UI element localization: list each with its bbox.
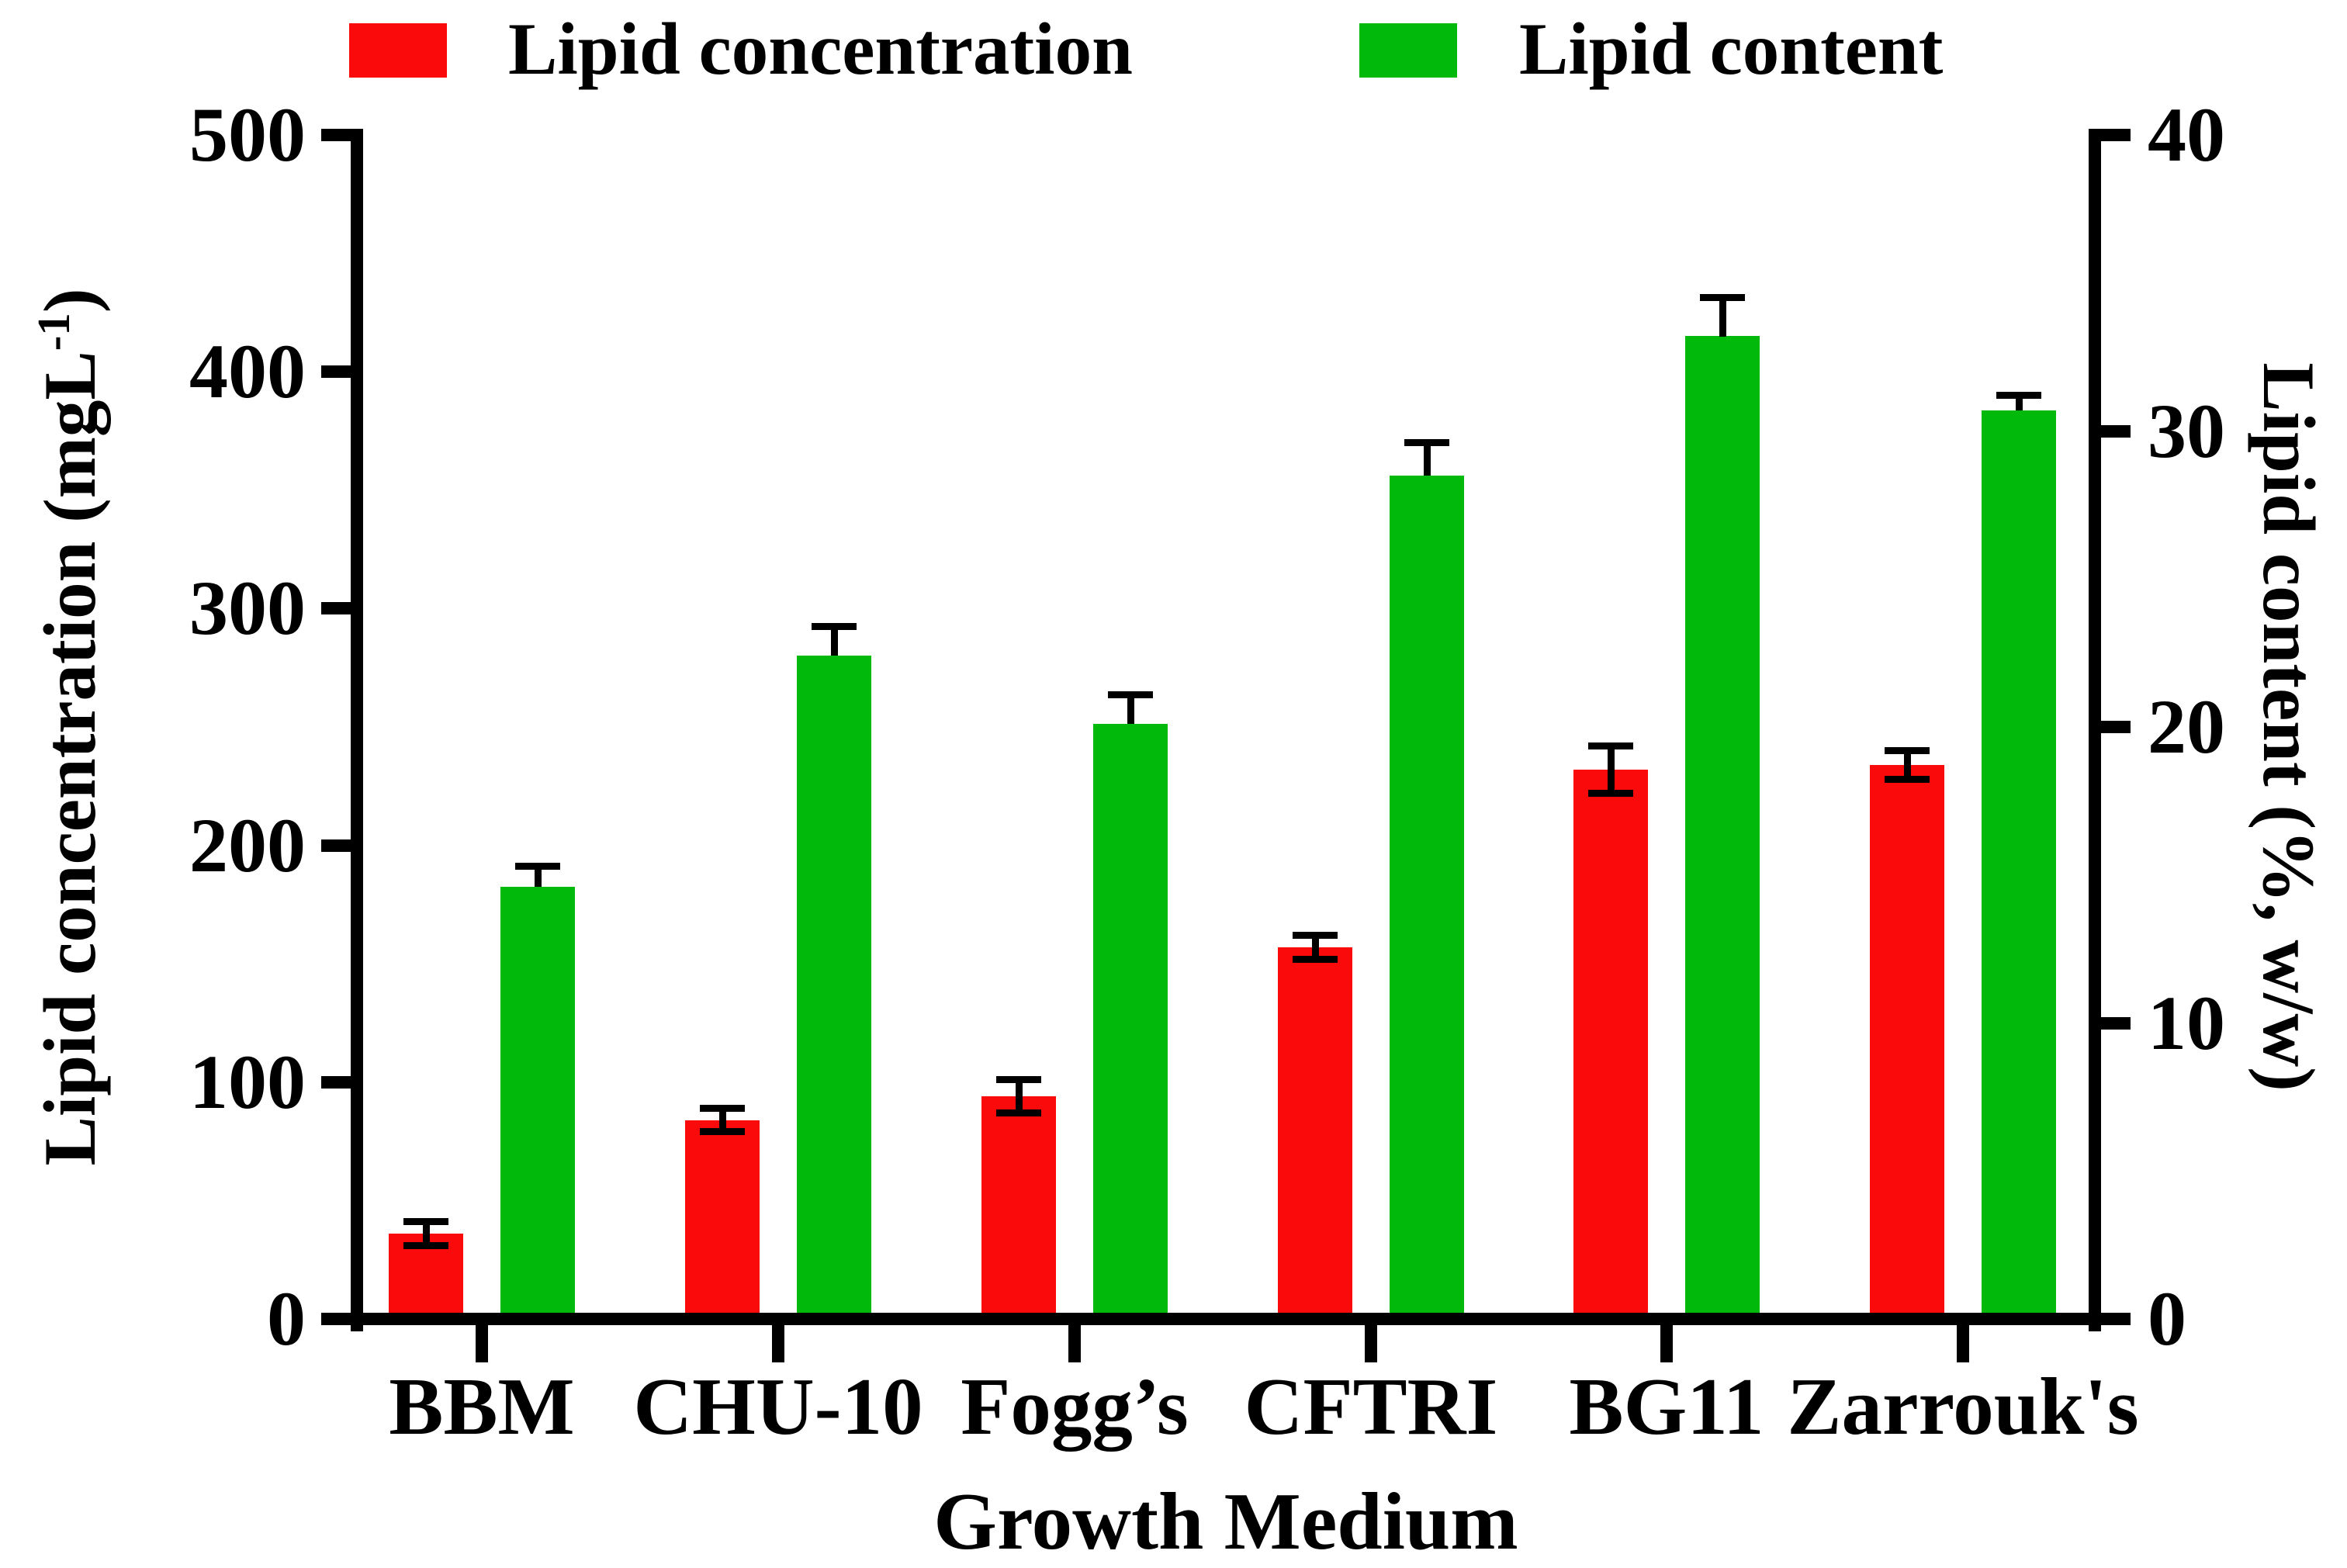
y-right-tick-10 xyxy=(2101,1017,2131,1030)
error-cap-bottom-lipid-concentration-zarrouk-s xyxy=(1885,776,1930,783)
x-tick-0 xyxy=(476,1325,488,1362)
legend-swatch-lipid-content xyxy=(1359,23,1457,78)
y-left-tick-label-0: 0 xyxy=(267,1276,306,1362)
error-line-lipid-content-chu-10 xyxy=(831,626,838,656)
bar-lipid-content-fogg-s xyxy=(1093,724,1168,1319)
right-axis-title: Lipid content (%, w/w) xyxy=(2248,362,2330,1092)
y-left-tick-label-300: 300 xyxy=(189,565,306,651)
x-label-3: CFTRI xyxy=(1244,1361,1498,1452)
y-right-tick-label-20: 20 xyxy=(2148,684,2225,770)
y-left-tick-200 xyxy=(321,839,351,852)
x-tick-1 xyxy=(772,1325,784,1362)
error-line-lipid-concentration-zarrouk-s xyxy=(1904,751,1911,780)
error-line-lipid-concentration-bg11 xyxy=(1608,746,1615,793)
error-cap-bottom-lipid-concentration-chu-10 xyxy=(700,1128,745,1135)
legend-label-lipid-content: Lipid content xyxy=(1519,8,1944,90)
error-cap-bottom-lipid-concentration-cftri xyxy=(1293,956,1338,963)
error-line-lipid-content-zarrouk-s xyxy=(2016,396,2023,410)
x-label-1: CHU-10 xyxy=(633,1361,923,1452)
x-label-2: Fogg’s xyxy=(961,1361,1189,1452)
error-line-lipid-concentration-bbm xyxy=(423,1222,430,1246)
error-cap-top-lipid-concentration-bbm xyxy=(403,1218,448,1225)
y-left-tick-label-100: 100 xyxy=(189,1039,306,1125)
error-cap-bottom-lipid-concentration-bg11 xyxy=(1588,790,1633,797)
bar-lipid-concentration-chu-10 xyxy=(685,1120,760,1319)
error-cap-top-lipid-concentration-fogg-s xyxy=(996,1076,1041,1083)
left-axis-title-main: Lipid concentration (mgL xyxy=(28,351,111,1166)
x-label-4: BG11 xyxy=(1569,1361,1764,1452)
bar-lipid-concentration-cftri xyxy=(1278,947,1352,1319)
bar-lipid-content-bbm xyxy=(500,887,575,1319)
x-axis-title: Growth Medium xyxy=(933,1476,1518,1566)
bar-lipid-content-zarrouk-s xyxy=(1982,410,2056,1319)
y-right-tick-label-30: 30 xyxy=(2148,388,2225,474)
y-left-tick-label-400: 400 xyxy=(189,328,306,414)
error-cap-top-lipid-content-bg11 xyxy=(1700,294,1745,301)
y-right-tick-30 xyxy=(2101,425,2131,438)
y-right-tick-label-40: 40 xyxy=(2148,92,2225,178)
error-line-lipid-concentration-fogg-s xyxy=(1016,1080,1023,1113)
error-cap-top-lipid-content-cftri xyxy=(1404,439,1449,446)
x-tick-4 xyxy=(1660,1325,1673,1362)
left-axis-title-superscript: -1 xyxy=(29,313,80,351)
y-left-tick-400 xyxy=(321,365,351,378)
y-right-tick-label-10: 10 xyxy=(2148,980,2225,1066)
legend-label-lipid-concentration: Lipid concentration xyxy=(508,8,1133,90)
y-right-tick-40 xyxy=(2101,129,2131,141)
y-left-tick-label-200: 200 xyxy=(189,802,306,888)
error-line-lipid-content-bg11 xyxy=(1719,298,1726,337)
error-cap-top-lipid-concentration-bg11 xyxy=(1588,742,1633,749)
x-tick-2 xyxy=(1068,1325,1081,1362)
error-line-lipid-content-bbm xyxy=(535,866,542,887)
x-axis-line xyxy=(351,1313,2101,1325)
bar-lipid-content-chu-10 xyxy=(797,656,871,1319)
y-left-tick-label-500: 500 xyxy=(189,92,306,178)
x-label-5: Zarrouk's xyxy=(1787,1361,2139,1452)
y-right-tick-20 xyxy=(2101,721,2131,733)
error-cap-top-lipid-concentration-cftri xyxy=(1293,932,1338,939)
error-line-lipid-content-cftri xyxy=(1424,443,1431,476)
error-cap-bottom-lipid-concentration-bbm xyxy=(403,1242,448,1249)
bar-lipid-concentration-bg11 xyxy=(1573,770,1648,1319)
y-left-tick-300 xyxy=(321,602,351,614)
bar-lipid-concentration-zarrouk-s xyxy=(1870,765,1944,1319)
y-right-tick-label-0: 0 xyxy=(2148,1276,2186,1362)
error-cap-top-lipid-content-zarrouk-s xyxy=(1996,392,2041,399)
error-cap-top-lipid-concentration-chu-10 xyxy=(700,1105,745,1112)
left-axis-title: Lipid concentration (mgL-1) xyxy=(14,288,111,1166)
error-cap-bottom-lipid-concentration-fogg-s xyxy=(996,1109,1041,1116)
error-cap-top-lipid-content-chu-10 xyxy=(812,623,857,630)
y-axis-right-line xyxy=(2089,129,2101,1331)
x-label-0: BBM xyxy=(389,1361,575,1452)
legend-swatch-lipid-concentration xyxy=(349,23,447,78)
error-cap-top-lipid-content-bbm xyxy=(515,863,560,870)
error-line-lipid-concentration-cftri xyxy=(1312,936,1319,960)
error-line-lipid-concentration-chu-10 xyxy=(719,1108,726,1132)
y-left-tick-0 xyxy=(321,1313,351,1325)
x-tick-3 xyxy=(1365,1325,1377,1362)
bar-lipid-concentration-fogg-s xyxy=(981,1096,1056,1319)
bar-lipid-content-bg11 xyxy=(1685,336,1760,1319)
legend: Lipid concentration Lipid content xyxy=(0,0,2347,116)
left-axis-title-end: ) xyxy=(28,288,111,313)
error-cap-top-lipid-content-fogg-s xyxy=(1108,691,1153,698)
y-left-tick-100 xyxy=(321,1076,351,1089)
error-cap-top-lipid-concentration-zarrouk-s xyxy=(1885,747,1930,754)
bar-lipid-content-cftri xyxy=(1390,476,1464,1319)
x-tick-5 xyxy=(1957,1325,1969,1362)
error-line-lipid-content-fogg-s xyxy=(1127,694,1134,724)
y-axis-left-line xyxy=(351,129,363,1331)
y-right-tick-0 xyxy=(2101,1313,2131,1325)
y-left-tick-500 xyxy=(321,129,351,141)
